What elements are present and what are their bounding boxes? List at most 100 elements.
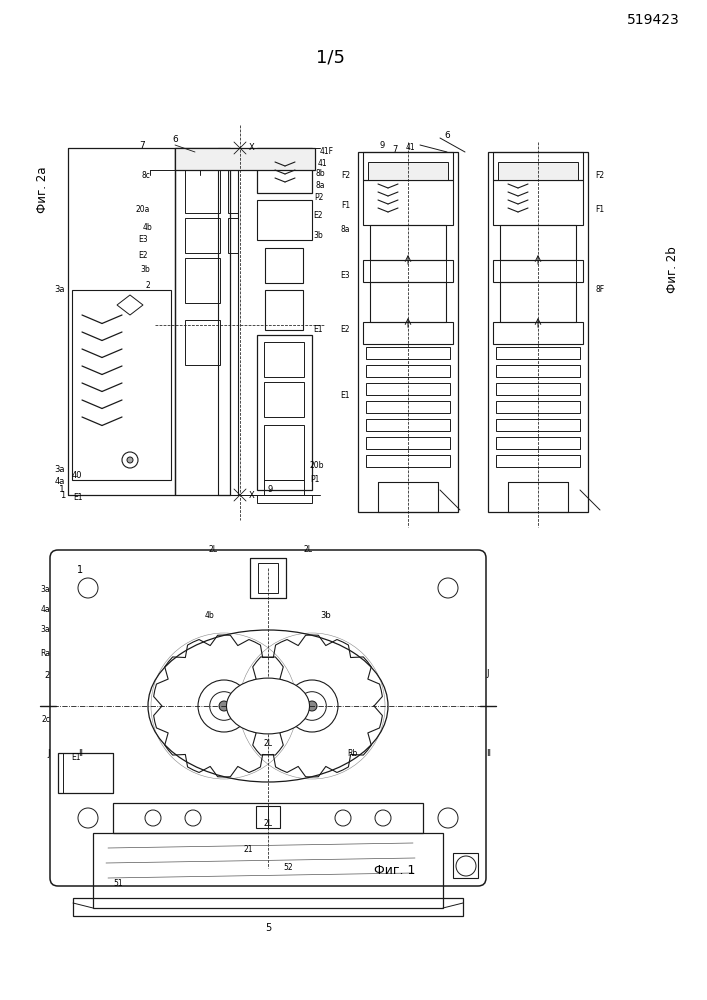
Text: 1: 1 xyxy=(77,565,83,575)
Bar xyxy=(496,455,580,467)
Bar xyxy=(68,148,175,495)
Text: 6: 6 xyxy=(172,135,178,144)
Bar xyxy=(185,320,220,365)
Bar xyxy=(228,218,238,253)
Bar xyxy=(363,152,453,180)
Text: 1: 1 xyxy=(59,486,65,494)
Text: 40: 40 xyxy=(72,471,83,480)
Bar xyxy=(257,335,312,490)
Bar xyxy=(496,383,580,395)
Text: 2: 2 xyxy=(45,672,50,680)
Bar xyxy=(256,806,280,828)
Text: 4b: 4b xyxy=(142,224,152,232)
Text: E3: E3 xyxy=(340,270,350,279)
Bar xyxy=(496,419,580,431)
Bar xyxy=(257,148,312,193)
Bar xyxy=(500,225,576,260)
Text: 3b: 3b xyxy=(140,265,150,274)
Text: E2: E2 xyxy=(313,211,322,220)
Bar xyxy=(264,425,304,480)
Bar xyxy=(493,260,583,282)
Text: Фиг. 1: Фиг. 1 xyxy=(374,863,416,876)
Bar xyxy=(368,162,448,180)
Text: X: X xyxy=(249,143,255,152)
Text: 1/5: 1/5 xyxy=(315,48,344,66)
Text: 41F: 41F xyxy=(320,147,334,156)
Bar xyxy=(185,258,220,303)
Bar xyxy=(257,200,312,240)
Bar xyxy=(73,898,463,916)
Bar xyxy=(496,347,580,359)
Bar xyxy=(498,162,578,180)
Bar xyxy=(366,437,450,449)
Circle shape xyxy=(127,457,133,463)
Text: F2: F2 xyxy=(595,170,604,180)
Text: 4b: 4b xyxy=(204,611,214,620)
Text: P1: P1 xyxy=(310,476,320,485)
Text: 3a: 3a xyxy=(54,466,65,475)
Text: P2: P2 xyxy=(314,194,323,202)
Text: F2: F2 xyxy=(341,170,350,180)
Bar xyxy=(257,495,312,503)
Text: 20b: 20b xyxy=(310,460,325,470)
Text: 9: 9 xyxy=(267,486,272,494)
Text: E1: E1 xyxy=(341,390,350,399)
Text: 3b: 3b xyxy=(313,231,323,239)
Text: 8F: 8F xyxy=(595,286,604,294)
Bar xyxy=(113,803,423,833)
Text: 2L: 2L xyxy=(303,546,312,554)
Text: Фиг. 2a: Фиг. 2a xyxy=(35,167,49,213)
Text: Фиг. 2b: Фиг. 2b xyxy=(665,247,679,293)
Bar xyxy=(265,248,303,283)
Text: 4a: 4a xyxy=(40,605,50,614)
Text: 2L: 2L xyxy=(264,818,272,828)
Bar xyxy=(175,148,230,495)
Bar xyxy=(363,260,453,282)
Bar xyxy=(378,482,438,512)
Text: 2L: 2L xyxy=(209,546,218,554)
Circle shape xyxy=(307,701,317,711)
Bar xyxy=(366,383,450,395)
Text: J: J xyxy=(486,668,489,678)
Text: 9: 9 xyxy=(380,140,385,149)
Bar xyxy=(363,180,453,225)
Text: E3: E3 xyxy=(139,235,148,244)
Text: 20a: 20a xyxy=(136,206,150,215)
Bar xyxy=(366,419,450,431)
Bar xyxy=(493,152,583,180)
Bar xyxy=(500,260,576,282)
Text: J: J xyxy=(47,748,50,758)
Bar xyxy=(58,753,113,793)
Bar xyxy=(500,282,576,322)
Text: E1: E1 xyxy=(74,492,83,502)
Text: Ra: Ra xyxy=(40,648,50,658)
Text: 3b: 3b xyxy=(320,611,331,620)
Bar xyxy=(358,152,458,512)
Bar xyxy=(370,282,446,322)
Bar xyxy=(265,290,303,330)
Text: 2L: 2L xyxy=(264,738,272,748)
Text: E2: E2 xyxy=(139,250,148,259)
Text: 6: 6 xyxy=(444,130,450,139)
Bar xyxy=(370,260,446,282)
Bar xyxy=(493,322,583,344)
Ellipse shape xyxy=(226,678,310,734)
Text: 2: 2 xyxy=(145,280,150,290)
Bar xyxy=(175,148,315,170)
Bar xyxy=(366,347,450,359)
Text: 51: 51 xyxy=(113,879,122,888)
Text: 4a: 4a xyxy=(54,478,65,487)
Bar xyxy=(185,158,220,213)
Bar xyxy=(488,152,588,512)
Text: A2: A2 xyxy=(262,714,274,722)
Bar xyxy=(228,158,238,213)
Bar xyxy=(453,853,478,878)
Text: 1: 1 xyxy=(60,490,65,499)
Text: 3a: 3a xyxy=(54,286,65,294)
Bar xyxy=(363,322,453,344)
Text: E2: E2 xyxy=(341,326,350,334)
Text: F1: F1 xyxy=(595,206,604,215)
Text: II: II xyxy=(78,748,83,758)
Text: 41: 41 xyxy=(318,158,327,167)
Bar xyxy=(366,401,450,413)
